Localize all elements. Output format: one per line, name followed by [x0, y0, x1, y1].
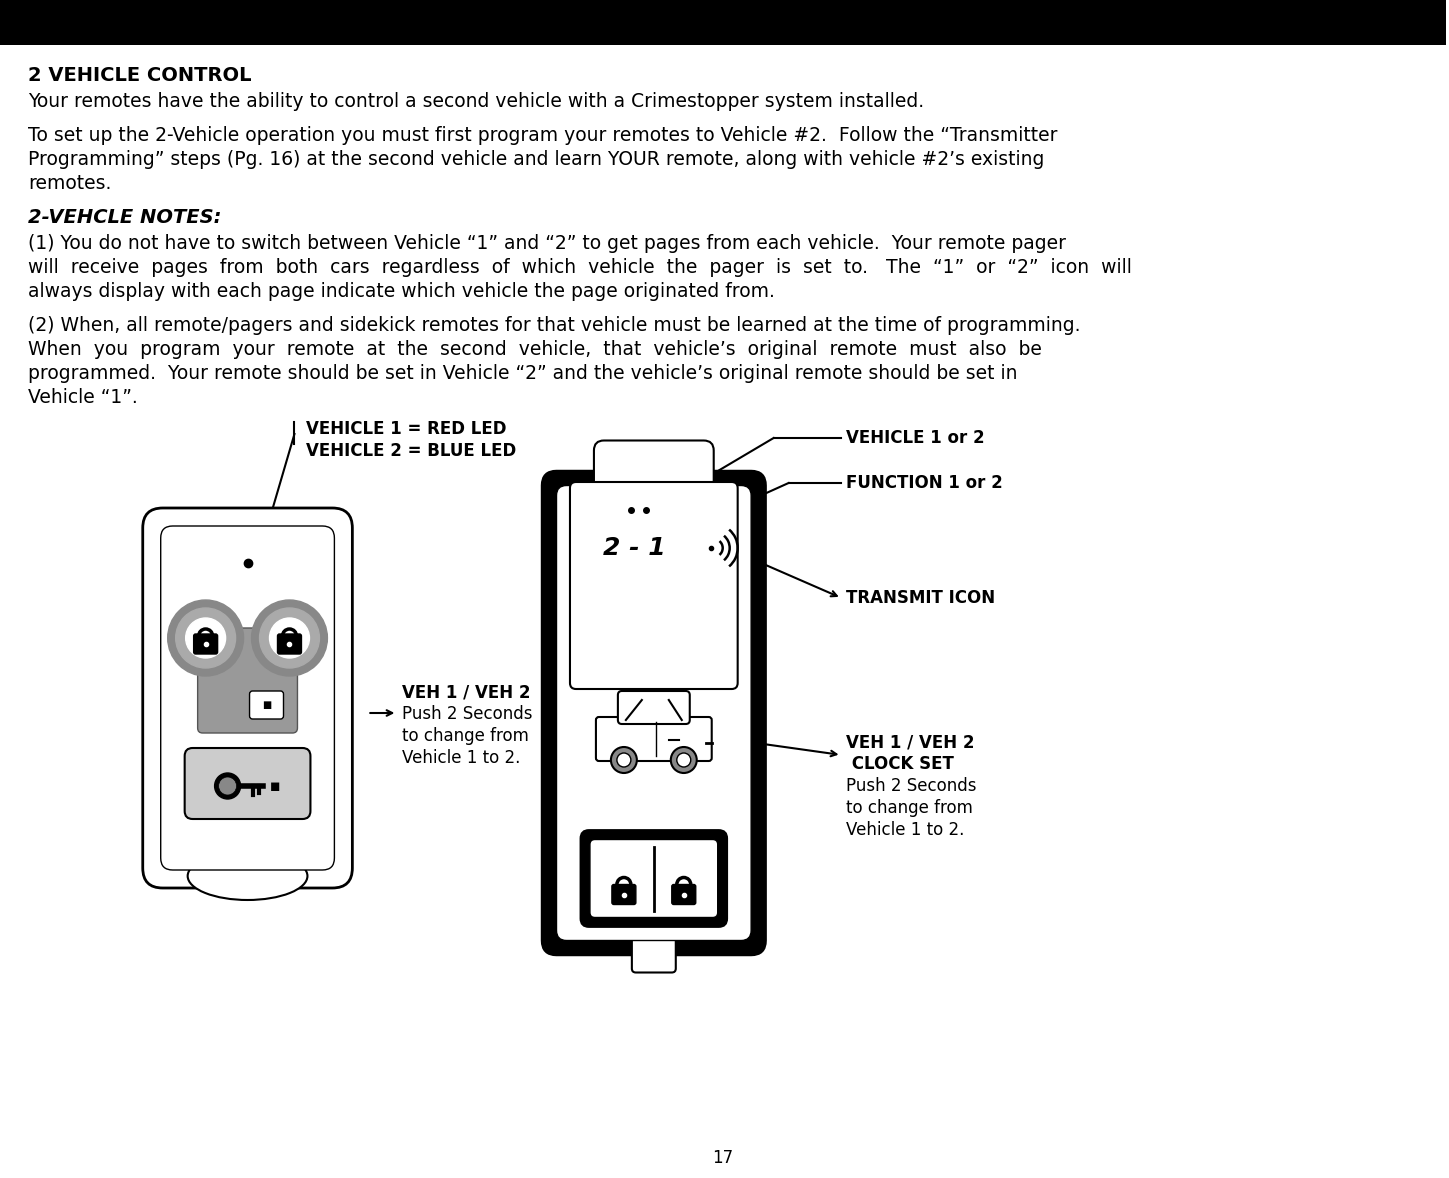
FancyBboxPatch shape [672, 885, 696, 905]
Circle shape [671, 747, 697, 773]
Circle shape [252, 600, 327, 676]
Text: Your remotes have the ability to control a second vehicle with a Crimestopper sy: Your remotes have the ability to control… [28, 92, 924, 111]
Text: FUNCTION 1 or 2: FUNCTION 1 or 2 [846, 474, 1003, 492]
Text: programmed.  Your remote should be set in Vehicle “2” and the vehicle’s original: programmed. Your remote should be set in… [28, 364, 1017, 383]
Text: 2 - 1: 2 - 1 [603, 536, 665, 560]
FancyBboxPatch shape [569, 482, 738, 689]
Text: to change from: to change from [403, 727, 529, 744]
FancyBboxPatch shape [143, 508, 352, 888]
Text: VEH 1 / VEH 2: VEH 1 / VEH 2 [403, 683, 530, 701]
FancyBboxPatch shape [611, 885, 636, 905]
Text: remotes.: remotes. [28, 174, 112, 193]
FancyBboxPatch shape [632, 933, 675, 973]
Text: ◼: ◼ [271, 780, 281, 793]
FancyBboxPatch shape [617, 691, 690, 724]
Circle shape [617, 753, 630, 767]
FancyBboxPatch shape [596, 717, 711, 761]
Text: to change from: to change from [846, 799, 974, 818]
Text: (1) You do not have to switch between Vehicle “1” and “2” to get pages from each: (1) You do not have to switch between Ve… [28, 234, 1066, 253]
Circle shape [611, 747, 638, 773]
Circle shape [219, 777, 236, 795]
Ellipse shape [188, 852, 307, 900]
Circle shape [270, 618, 310, 659]
Circle shape [259, 608, 319, 668]
Text: 2-VEHCLE NOTES:: 2-VEHCLE NOTES: [28, 209, 222, 227]
FancyBboxPatch shape [542, 471, 765, 954]
Text: To set up the 2-Vehicle operation you must first program your remotes to Vehicle: To set up the 2-Vehicle operation you mu… [28, 126, 1058, 145]
Text: When  you  program  your  remote  at  the  second  vehicle,  that  vehicle’s  or: When you program your remote at the seco… [28, 340, 1042, 359]
FancyBboxPatch shape [581, 830, 727, 927]
FancyBboxPatch shape [249, 691, 284, 719]
FancyBboxPatch shape [594, 441, 714, 501]
Text: will  receive  pages  from  both  cars  regardless  of  which  vehicle  the  pag: will receive pages from both cars regard… [28, 258, 1132, 277]
Text: VEHICLE 2 = BLUE LED: VEHICLE 2 = BLUE LED [306, 442, 517, 459]
Circle shape [175, 608, 236, 668]
Circle shape [185, 618, 226, 659]
Text: 2 VEHICLE CONTROL: 2 VEHICLE CONTROL [28, 66, 252, 85]
FancyBboxPatch shape [556, 485, 751, 940]
Bar [0, 0, 1446, 45]
Text: (2) When, all remote/pagers and sidekick remotes for that vehicle must be learne: (2) When, all remote/pagers and sidekick… [28, 316, 1081, 335]
FancyBboxPatch shape [278, 634, 301, 654]
Circle shape [677, 753, 691, 767]
Text: CLOCK SET: CLOCK SET [846, 755, 955, 773]
FancyBboxPatch shape [194, 634, 217, 654]
Text: Programming” steps (Pg. 16) at the second vehicle and learn YOUR remote, along w: Programming” steps (Pg. 16) at the secon… [28, 150, 1045, 168]
FancyBboxPatch shape [197, 628, 297, 733]
FancyBboxPatch shape [184, 748, 310, 819]
Text: TRANSMIT ICON: TRANSMIT ICON [846, 589, 995, 607]
Text: ■: ■ [262, 700, 271, 710]
Text: Vehicle 1 to 2.: Vehicle 1 to 2. [403, 749, 520, 767]
FancyBboxPatch shape [590, 840, 717, 918]
Text: 2 VEHICLE OPERATION: 2 VEHICLE OPERATION [549, 9, 897, 37]
Text: Push 2 Seconds: Push 2 Seconds [846, 777, 977, 795]
Text: VEHICLE 1 or 2: VEHICLE 1 or 2 [846, 429, 985, 446]
Circle shape [214, 773, 241, 799]
Text: 17: 17 [711, 1149, 733, 1167]
Text: always display with each page indicate which vehicle the page originated from.: always display with each page indicate w… [28, 282, 775, 302]
Text: Vehicle “1”.: Vehicle “1”. [28, 388, 138, 408]
Text: VEH 1 / VEH 2: VEH 1 / VEH 2 [846, 733, 975, 752]
FancyBboxPatch shape [161, 527, 335, 871]
Text: VEHICLE 1 = RED LED: VEHICLE 1 = RED LED [306, 421, 507, 438]
Text: Vehicle 1 to 2.: Vehicle 1 to 2. [846, 821, 965, 839]
Circle shape [168, 600, 243, 676]
Text: Push 2 Seconds: Push 2 Seconds [403, 704, 533, 723]
